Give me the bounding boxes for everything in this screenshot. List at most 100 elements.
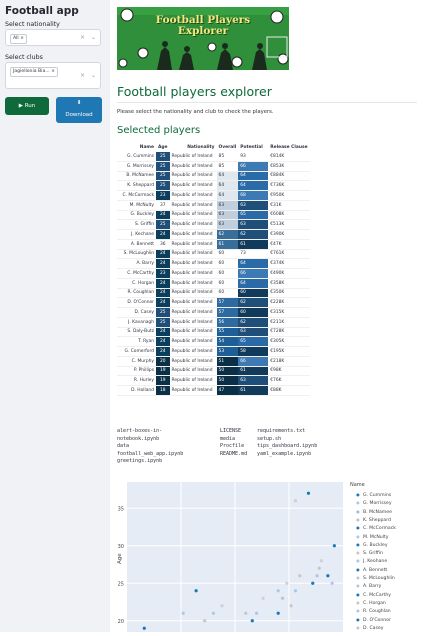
cell-age: 25 <box>156 152 170 162</box>
cell-release-clause: €195K <box>268 346 310 357</box>
cell-age: 25 <box>156 317 170 328</box>
scatter-point[interactable] <box>332 544 336 548</box>
scatter-point[interactable] <box>317 566 321 570</box>
cell-potential: 65 <box>238 336 269 347</box>
run-button-label: ▶ Run <box>18 103 36 109</box>
scatter-svg[interactable]: 20 25 30 35 Age <box>110 476 424 632</box>
scatter-point[interactable] <box>306 491 311 495</box>
legend-item[interactable]: ● C. Horgan <box>356 600 386 606</box>
scatter-point[interactable] <box>326 574 330 578</box>
legend-item[interactable]: ● M. McNulty <box>356 534 389 540</box>
cell-release-clause: €761K <box>268 249 310 260</box>
y-tick-label: 30 <box>118 544 124 550</box>
nationality-multiselect[interactable]: All × × ⌄ <box>5 29 101 46</box>
legend-marker-icon: ● <box>356 591 360 597</box>
legend-item[interactable]: ● A. Bennett <box>356 567 387 573</box>
scatter-point[interactable] <box>289 604 293 608</box>
legend-item[interactable]: ● A. Barry <box>356 583 381 589</box>
legend-item[interactable]: ● C. McCarthy <box>356 592 391 598</box>
cell-overall: 50 <box>216 366 239 377</box>
scatter-point[interactable] <box>298 574 302 578</box>
cell-release-clause: €76K <box>268 375 310 386</box>
download-button[interactable]: ⬇ Download <box>56 97 102 123</box>
scatter-point[interactable] <box>276 611 280 615</box>
scatter-point[interactable] <box>319 559 323 563</box>
scatter-point[interactable] <box>244 611 248 615</box>
legend-label: M. McNulty <box>363 534 389 540</box>
col-header-name[interactable]: Name <box>139 145 154 150</box>
col-header-age[interactable]: Age <box>158 145 168 150</box>
chevron-down-icon[interactable]: ⌄ <box>90 72 96 79</box>
legend-item[interactable]: ● J. Keohane <box>356 558 387 564</box>
scatter-point[interactable] <box>220 604 224 608</box>
scatter-point[interactable] <box>255 611 259 615</box>
clubs-multiselect[interactable]: Jagiellonia Bia... × × ⌄ <box>5 62 101 89</box>
scatter-point[interactable] <box>330 581 334 585</box>
cell-age: 24 <box>156 288 170 299</box>
legend-marker-icon: ● <box>356 541 360 547</box>
cell-release-clause: €884K <box>268 171 310 182</box>
clear-icon[interactable]: × <box>79 72 85 79</box>
legend-item[interactable]: ● G. Cummins <box>356 492 391 498</box>
scatter-points[interactable] <box>142 491 336 630</box>
legend-item[interactable]: ● D. O'Connor <box>356 617 391 623</box>
legend-item[interactable]: ● R. Coughlan <box>356 608 390 614</box>
col-header-nationality[interactable]: Nationality <box>187 145 215 150</box>
cell-release-clause: €47K <box>268 239 310 250</box>
legend-item[interactable]: ● S. McLoughlin <box>356 575 395 581</box>
col-header-potential[interactable]: Potential <box>240 145 263 150</box>
remove-tag-icon[interactable]: × <box>20 36 25 41</box>
legend-item[interactable]: ● C. McCormack <box>356 525 396 531</box>
cell-release-clause: €358K <box>268 278 310 289</box>
cell-overall: 63 <box>216 210 239 221</box>
cell-overall: 60 <box>216 288 239 299</box>
legend-item[interactable]: ● G. Morrissey <box>356 500 391 506</box>
age-scatter-plot[interactable]: 20 25 30 35 Age Name ● G. Cummins ● G. Morriss… <box>110 476 424 632</box>
cell-release-clause: €88K <box>268 385 310 396</box>
cell-release-clause: €350K <box>268 288 310 299</box>
scatter-point[interactable] <box>203 619 207 623</box>
banner-image: Football Players Explorer <box>117 7 289 70</box>
cell-nationality: Republic of Ireland <box>169 229 217 240</box>
cell-age: 18 <box>156 385 170 396</box>
legend-item[interactable]: ● K. Sheppard <box>356 517 391 523</box>
scatter-point[interactable] <box>285 581 289 585</box>
legend-item[interactable]: ● G. Buckley <box>356 541 387 548</box>
col-header-release-clause[interactable]: Release Clause <box>270 145 308 150</box>
legend-marker-icon: ● <box>356 516 360 522</box>
cell-overall: 57 <box>216 297 239 308</box>
cell-release-clause: €608K <box>268 210 310 221</box>
scatter-point[interactable] <box>250 619 254 623</box>
scatter-point[interactable] <box>181 611 185 615</box>
legend-label: G. Cummins <box>363 493 392 498</box>
legend-marker-icon: ● <box>356 492 360 497</box>
cell-potential: 63 <box>238 200 269 211</box>
chevron-down-icon[interactable]: ⌄ <box>90 34 96 41</box>
legend-item[interactable]: ● B. McNamee <box>356 509 392 515</box>
scatter-point[interactable] <box>194 589 198 593</box>
run-button[interactable]: ▶ Run <box>5 97 49 115</box>
scatter-point[interactable] <box>211 611 215 615</box>
legend-item[interactable]: ● S. Griffin <box>356 550 383 556</box>
scatter-point[interactable] <box>276 589 280 593</box>
cell-overall: 54 <box>216 336 239 347</box>
scatter-point[interactable] <box>311 581 315 585</box>
scatter-point[interactable] <box>293 499 298 503</box>
table-row: G. Cummins 25 Republic of Ireland 85 93 €814K <box>117 152 310 162</box>
scatter-point[interactable] <box>315 574 319 578</box>
scatter-point[interactable] <box>142 626 146 630</box>
legend-item[interactable]: ● D. Casey <box>356 625 383 631</box>
club-tag[interactable]: Jagiellonia Bia... × <box>10 67 58 77</box>
scatter-point[interactable] <box>293 589 298 593</box>
col-header-overall[interactable]: Overall <box>218 145 237 150</box>
nationality-tag[interactable]: All × <box>10 34 28 44</box>
remove-tag-icon[interactable]: × <box>51 69 55 74</box>
cell-nationality: Republic of Ireland <box>169 239 217 250</box>
divider <box>117 102 417 103</box>
file-entry: setup.sh <box>257 435 282 442</box>
scatter-point[interactable] <box>261 596 265 600</box>
scatter-point[interactable] <box>280 596 285 600</box>
cell-nationality: Republic of Ireland <box>169 219 217 230</box>
clear-icon[interactable]: × <box>79 34 85 41</box>
cell-name: C. McCarthy <box>117 268 156 279</box>
